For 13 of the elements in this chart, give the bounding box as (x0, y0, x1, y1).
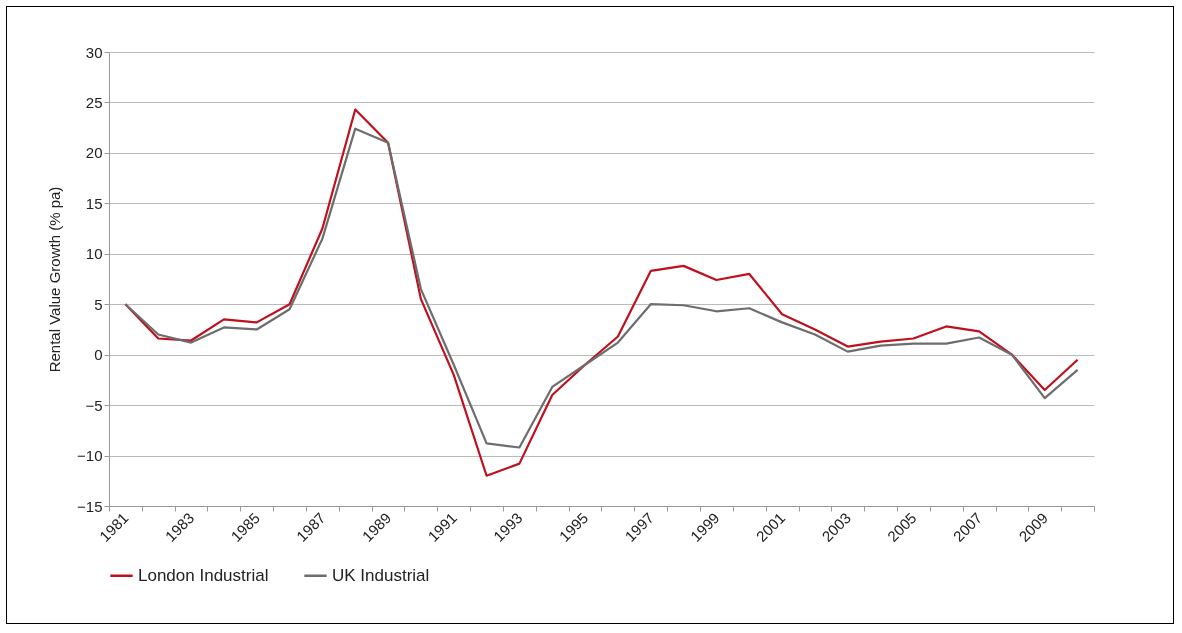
y-tick-label: 20 (85, 144, 103, 162)
y-tick-label: −10 (77, 447, 103, 465)
legend-label: UK Industrial (332, 565, 430, 585)
y-tick-label: 0 (94, 346, 103, 364)
y-tick-label: 5 (94, 295, 103, 313)
y-tick-label: 15 (85, 194, 103, 212)
y-tick-label: 25 (85, 93, 103, 111)
y-tick-label: −5 (85, 396, 103, 414)
y-tick-label: 10 (85, 245, 103, 263)
legend-label: London Industrial (138, 565, 269, 585)
y-tick-label: −15 (77, 497, 103, 515)
y-tick-label: 30 (85, 43, 103, 61)
y-axis-title: Rental Value Growth (% pa) (46, 186, 64, 373)
